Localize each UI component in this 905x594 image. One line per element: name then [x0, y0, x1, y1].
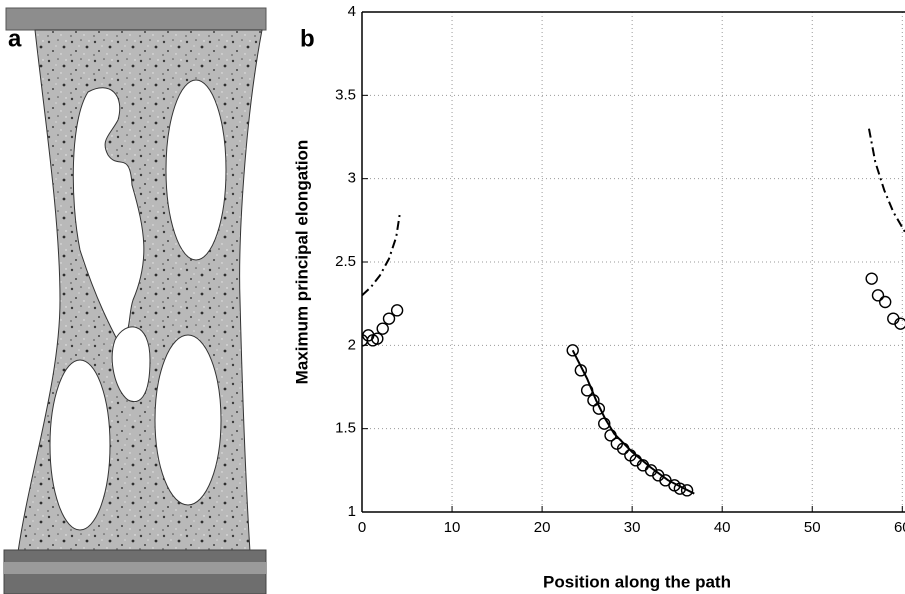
- y-tick-label: 4: [348, 3, 356, 20]
- data-point: [878, 295, 892, 309]
- x-tick-label: 0: [358, 519, 366, 536]
- x-tick-label: 60: [894, 519, 905, 536]
- x-tick-label: 30: [624, 519, 641, 536]
- data-point: [894, 317, 905, 330]
- data-line: [362, 213, 401, 297]
- y-axis-label: Maximum principal elongation: [292, 140, 311, 385]
- panel-label: b: [300, 25, 315, 52]
- data-point: [376, 322, 389, 335]
- panel-label: a: [8, 25, 22, 52]
- y-tick-label: 1.5: [335, 420, 356, 437]
- x-tick-label: 20: [534, 519, 551, 536]
- y-tick-label: 3: [348, 170, 356, 187]
- x-tick-label: 40: [714, 519, 731, 536]
- data-point: [390, 304, 404, 317]
- specimen-photo: [3, 7, 267, 594]
- data-line: [867, 128, 905, 233]
- y-tick-label: 3.5: [335, 86, 356, 103]
- data-point: [680, 484, 694, 497]
- data-point: [382, 312, 396, 325]
- data-point: [592, 402, 606, 415]
- data-point: [871, 289, 885, 302]
- plot-area: 11.522.533.540102030405060: [335, 3, 905, 536]
- data-point: [371, 332, 384, 345]
- data-line: [571, 349, 695, 495]
- data-layer: [362, 128, 905, 497]
- x-tick-label: 10: [444, 519, 461, 536]
- x-axis-label: Position along the path: [543, 572, 731, 591]
- y-tick-label: 2.5: [335, 253, 356, 270]
- data-point: [566, 344, 579, 357]
- y-tick-label: 1: [348, 503, 356, 520]
- data-point: [865, 272, 878, 285]
- x-tick-label: 50: [804, 519, 821, 536]
- y-tick-label: 2: [348, 336, 356, 353]
